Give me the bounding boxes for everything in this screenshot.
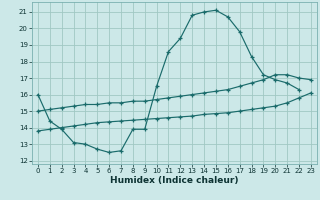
X-axis label: Humidex (Indice chaleur): Humidex (Indice chaleur) [110, 176, 239, 185]
